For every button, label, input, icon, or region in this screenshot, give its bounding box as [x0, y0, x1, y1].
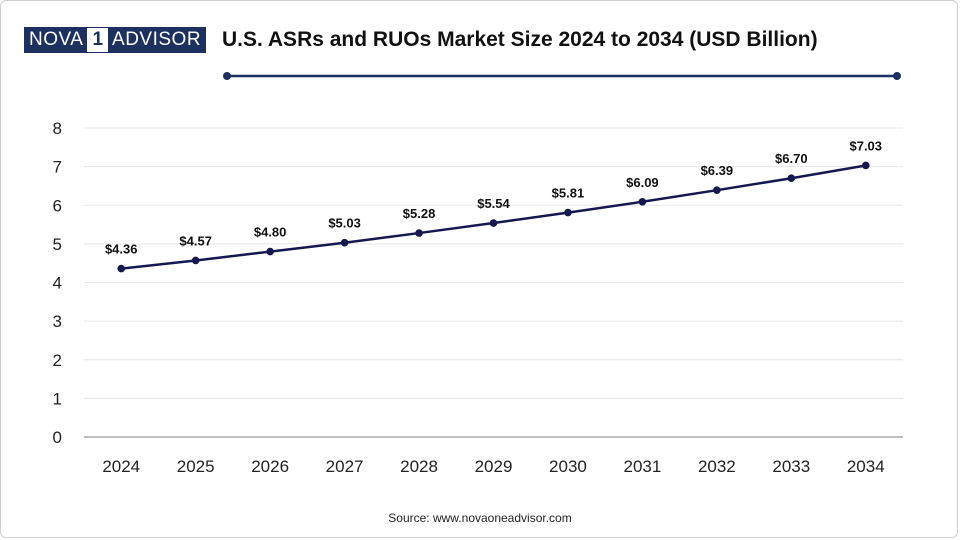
data-label: $5.28	[403, 206, 436, 221]
data-point	[713, 186, 721, 194]
x-tick-label: 2029	[475, 457, 513, 476]
x-tick-label: 2024	[102, 457, 140, 476]
data-point	[638, 197, 647, 206]
data-point	[787, 174, 796, 183]
data-label: $6.70	[775, 151, 808, 166]
data-point	[564, 208, 572, 217]
data-label: $5.54	[477, 196, 510, 211]
data-label: $6.09	[626, 175, 659, 190]
data-label: $7.03	[849, 138, 882, 153]
source-note: Source: www.novaoneadvisor.com	[388, 511, 572, 525]
data-point	[415, 229, 423, 237]
data-label: $4.36	[105, 242, 138, 257]
chart-title: U.S. ASRs and RUOs Market Size 2024 to 2…	[222, 28, 818, 51]
y-tick-label: 5	[53, 235, 62, 254]
x-tick-label: 2025	[177, 457, 215, 476]
logo-text-right: ADVISOR	[108, 28, 206, 52]
data-point	[191, 256, 200, 265]
y-tick-label: 4	[53, 274, 62, 293]
y-tick-label: 3	[53, 312, 62, 331]
y-tick-label: 6	[53, 196, 62, 215]
x-tick-label: 2027	[326, 457, 364, 476]
data-label: $5.03	[328, 216, 361, 231]
data-label: $6.39	[701, 163, 734, 178]
x-tick-label: 2026	[251, 457, 289, 476]
y-tick-label: 2	[53, 351, 62, 370]
x-tick-label: 2032	[698, 457, 736, 476]
data-point	[266, 247, 274, 256]
data-point	[861, 161, 870, 170]
series-line	[121, 164, 866, 270]
y-tick-label: 8	[53, 119, 62, 138]
x-tick-label: 2030	[549, 457, 587, 476]
x-tick-label: 2033	[772, 457, 810, 476]
logo-text-mid: 1	[87, 28, 109, 52]
data-point	[340, 238, 349, 247]
x-tick-label: 2028	[400, 457, 438, 476]
x-tick-label: 2031	[623, 457, 661, 476]
brand-logo: NOVA 1 ADVISOR	[24, 27, 207, 53]
data-point	[117, 264, 126, 273]
logo-text-left: NOVA	[25, 28, 88, 52]
y-tick-label: 7	[53, 158, 62, 177]
y-tick-label: 0	[53, 428, 62, 447]
title-rule	[223, 72, 901, 80]
y-tick-label: 1	[53, 389, 62, 408]
data-label: $5.81	[552, 186, 585, 201]
data-label: $4.80	[254, 225, 287, 240]
x-tick-label: 2034	[847, 457, 885, 476]
data-label: $4.57	[179, 233, 212, 248]
data-point	[489, 219, 498, 227]
